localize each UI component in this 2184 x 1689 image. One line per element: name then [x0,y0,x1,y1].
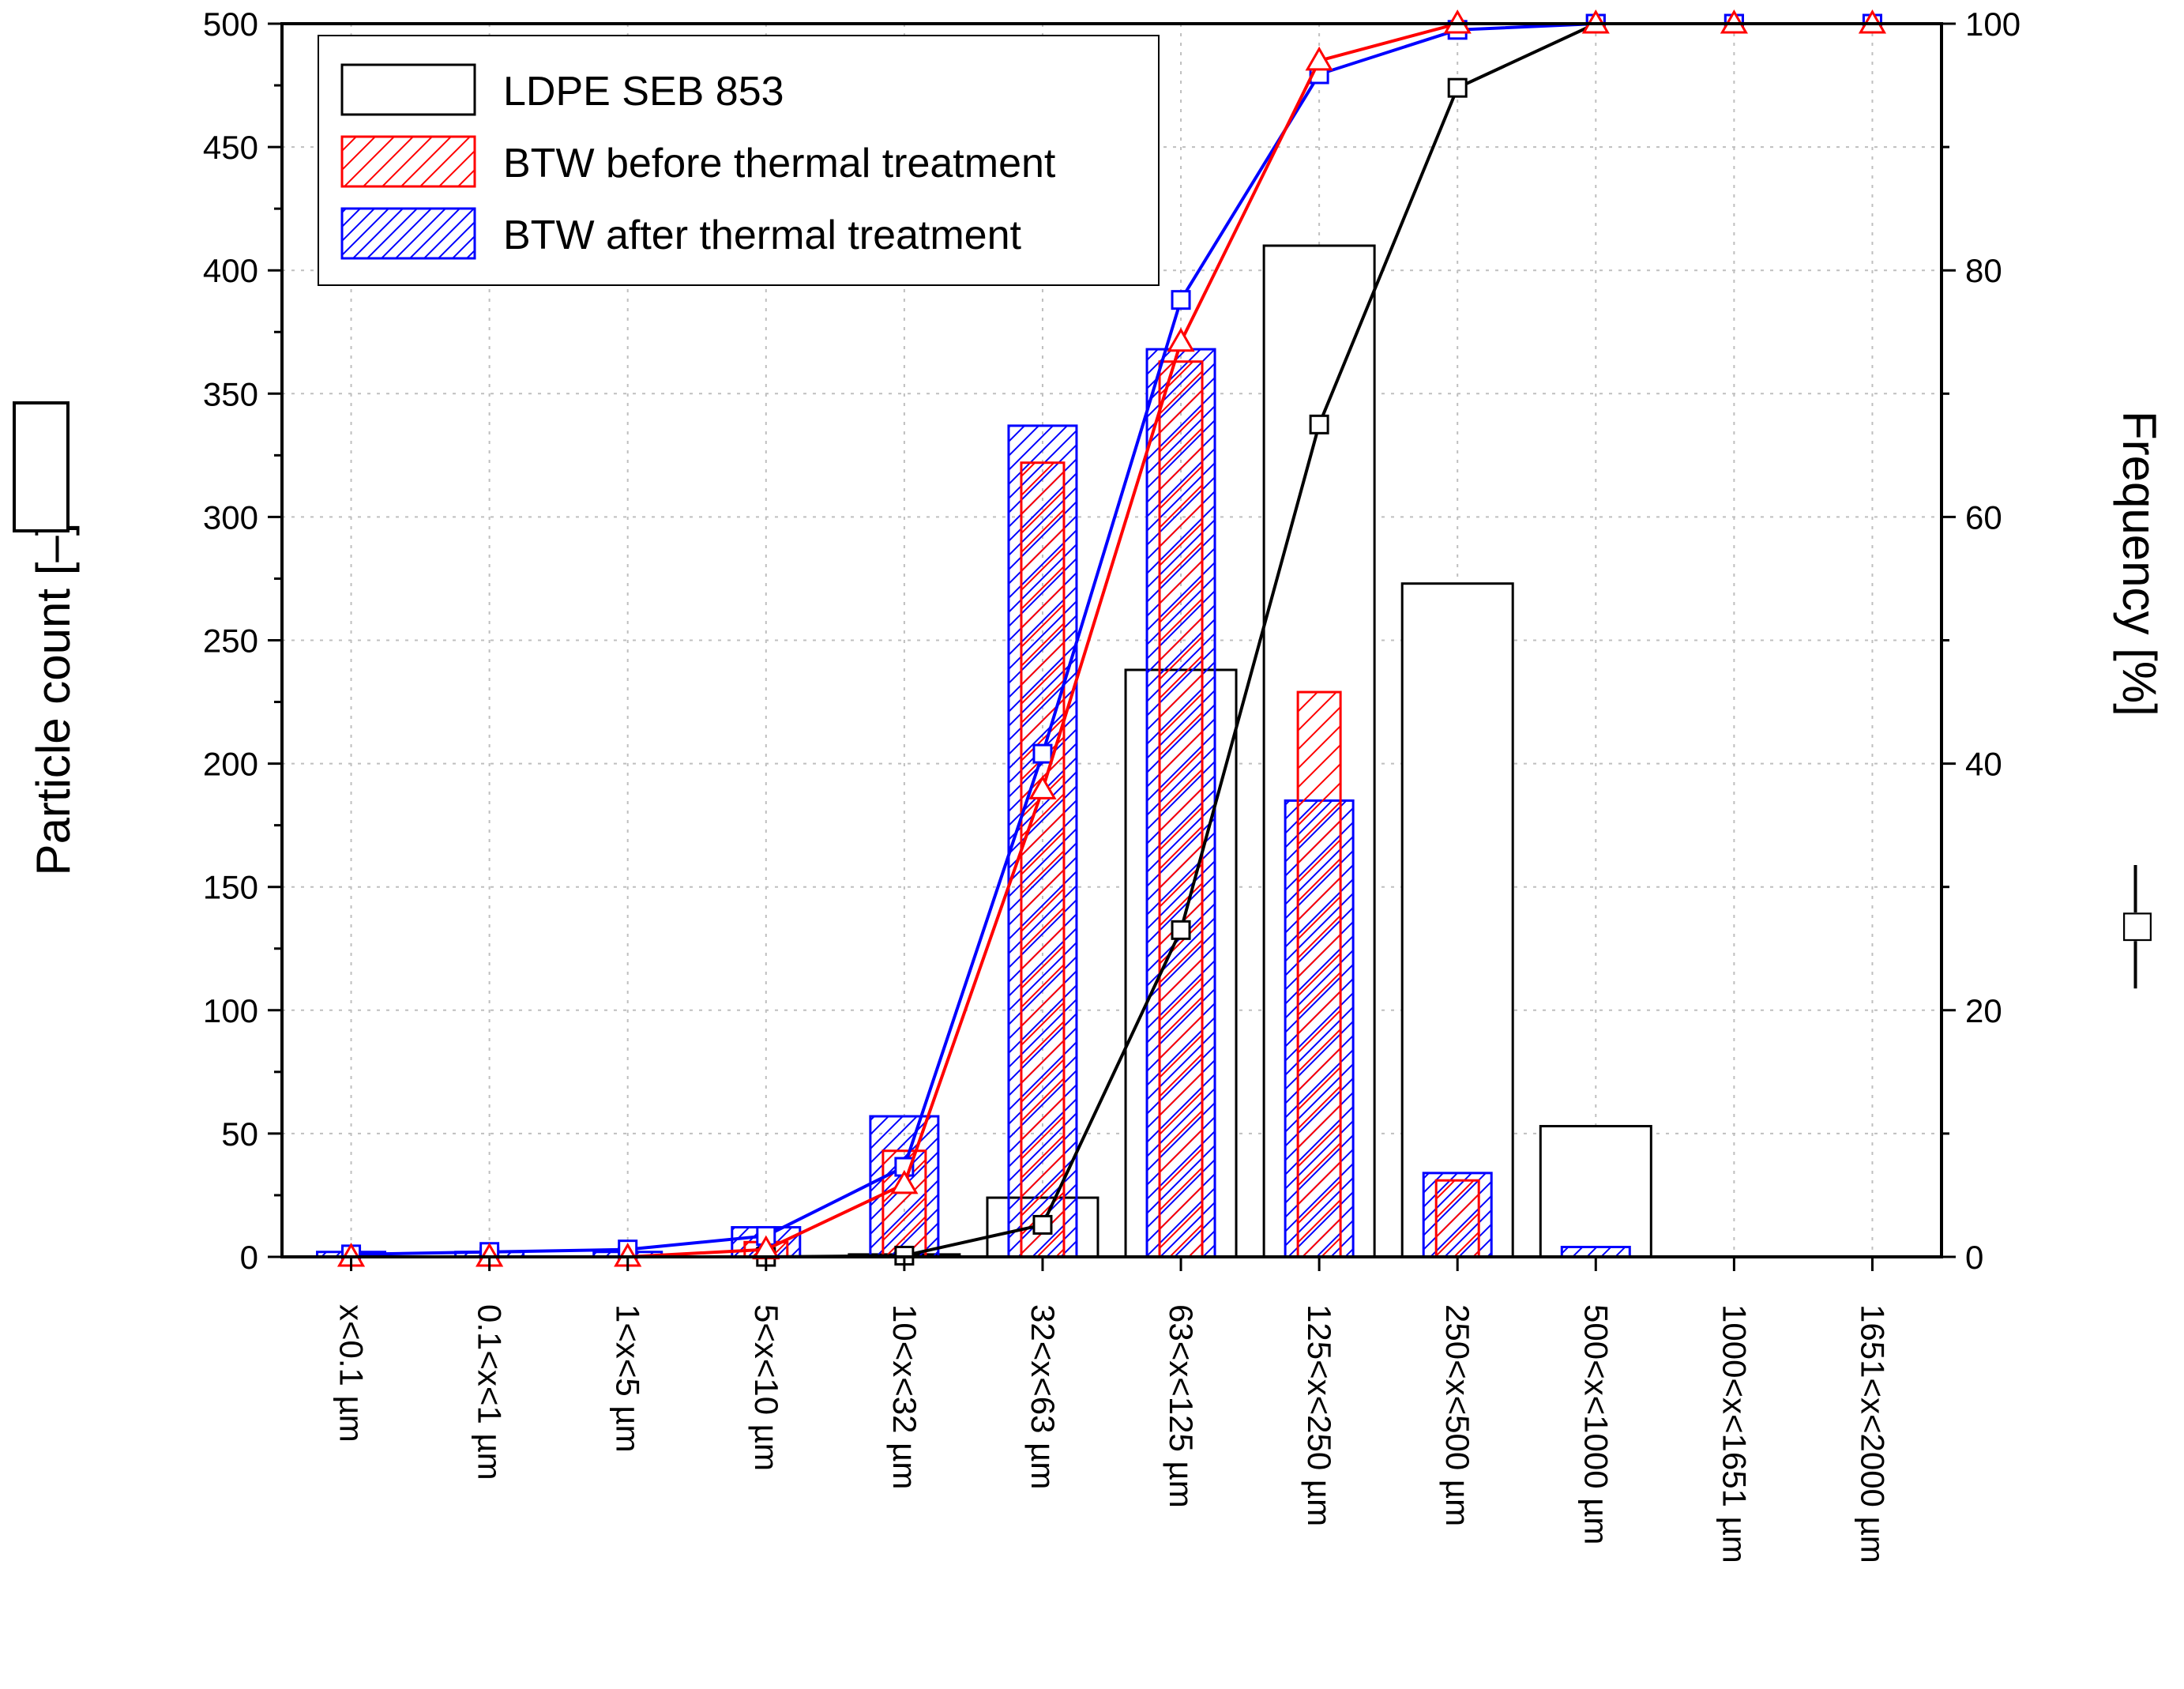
y-axis-bar-symbol [13,401,70,532]
cumulative-btw-before-marker [1167,327,1195,352]
x-tick-label: 10<x<32 µm [886,1304,923,1489]
legend-label-btw-before: BTW before thermal treatment [503,141,1056,186]
legend-swatch-btw-after [340,207,476,260]
cumulative-btw-before-marker [890,1169,919,1194]
y-tick-label: 150 [203,869,258,906]
x-tick-label: x<0.1 µm [333,1304,370,1443]
bar-btw-before [1020,461,1066,1258]
x-tick-label: 500<x<1000 µm [1577,1304,1615,1544]
y2-axis-title: Frequency [%] [2113,411,2166,717]
x-tick-label: 5<x<10 µm [748,1304,785,1471]
y2-tick-label: 40 [1965,746,2002,783]
cumulative-btw-after-marker [1032,743,1053,764]
bar-ldpe [1539,1125,1652,1258]
y2-tick-label: 0 [1965,1239,1983,1276]
y2-tick-label: 20 [1965,992,2002,1029]
legend-label-btw-after: BTW after thermal treatment [503,213,1022,258]
x-tick-label: 1<x<5 µm [610,1304,647,1453]
y-tick-label: 0 [240,1239,258,1276]
bar-btw-before [1434,1179,1480,1258]
cumulative-ldpe-marker [1032,1214,1053,1235]
x-tick-label: 1651<x<2000 µm [1854,1304,1891,1563]
y-tick-label: 400 [203,252,258,289]
cumulative-btw-after-marker [1171,290,1191,310]
y-tick-label: 100 [203,992,258,1029]
y2-tick-label: 80 [1965,252,2002,289]
cumulative-btw-before-marker [1028,775,1057,799]
x-tick-label: 1000<x<1651 µm [1716,1304,1753,1563]
bar-btw-before [1158,360,1204,1258]
legend-label-ldpe: LDPE SEB 853 [503,69,784,115]
y-tick-label: 250 [203,623,258,660]
y-tick-label: 500 [203,6,258,43]
x-tick-label: 250<x<500 µm [1439,1304,1476,1526]
cumulative-ldpe-marker [1309,414,1329,434]
axes: 0 50 100 150 200 250 300 350 400 450 500 0 20 40 60 80 1… [203,6,2020,1563]
bars [316,244,1652,1258]
y-tick-label: 50 [221,1115,258,1153]
cumulative-ldpe-marker [1447,77,1468,98]
y-axis-title: Particle count [–] [27,523,80,876]
legend: LDPE SEB 853 BTW before thermal treatmen… [318,35,1160,286]
x-tick-label: 0.1<x<1 µm [472,1304,509,1480]
legend-swatch-btw-before [340,135,476,188]
legend-swatch-ldpe [340,63,476,116]
x-tick-label: 125<x<250 µm [1301,1304,1338,1526]
cumulative-btw-before-marker [1305,46,1333,71]
x-tick-label: 32<x<63 µm [1024,1304,1062,1489]
y-tick-label: 350 [203,375,258,412]
y2-tick-label: 100 [1965,6,2020,43]
y-tick-label: 200 [203,746,258,783]
bar-btw-before [1296,690,1342,1258]
bar-ldpe [1400,582,1514,1258]
y2-tick-label: 60 [1965,498,2002,536]
y2-axis-line-symbol: —□— [2113,865,2166,988]
y-tick-label: 300 [203,498,258,536]
x-tick-label: 63<x<125 µm [1163,1304,1200,1508]
y-tick-label: 450 [203,129,258,166]
cumulative-ldpe-marker [1171,920,1191,940]
